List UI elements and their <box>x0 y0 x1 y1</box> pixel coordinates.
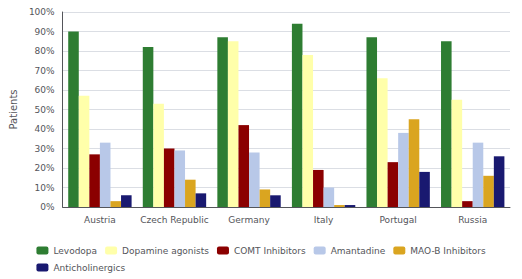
svg-text:80%: 80% <box>35 46 55 56</box>
svg-text:100%: 100% <box>29 7 55 17</box>
svg-text:Anticholinergics: Anticholinergics <box>53 263 125 273</box>
svg-text:70%: 70% <box>35 66 55 76</box>
svg-text:Portugal: Portugal <box>380 215 417 225</box>
svg-text:Amantadine: Amantadine <box>331 246 386 256</box>
svg-text:50%: 50% <box>35 105 55 115</box>
svg-text:Czech Republic: Czech Republic <box>140 215 209 225</box>
svg-text:40%: 40% <box>35 124 55 134</box>
svg-text:90%: 90% <box>35 27 55 37</box>
svg-text:COMT Inhibitors: COMT Inhibitors <box>234 246 306 256</box>
svg-text:Germany: Germany <box>228 215 270 225</box>
svg-text:20%: 20% <box>35 163 55 173</box>
svg-text:10%: 10% <box>35 183 55 193</box>
svg-text:Italy: Italy <box>314 215 334 225</box>
svg-text:0%: 0% <box>40 202 55 212</box>
svg-text:Levodopa: Levodopa <box>53 246 97 256</box>
svg-text:30%: 30% <box>35 144 55 154</box>
svg-text:Russia: Russia <box>458 215 487 225</box>
svg-text:Patients: Patients <box>8 89 19 129</box>
svg-text:Dopamine agonists: Dopamine agonists <box>122 246 209 256</box>
svg-text:60%: 60% <box>35 85 55 95</box>
svg-text:MAO-B Inhibitors: MAO-B Inhibitors <box>410 246 486 256</box>
svg-text:Austria: Austria <box>84 215 116 225</box>
